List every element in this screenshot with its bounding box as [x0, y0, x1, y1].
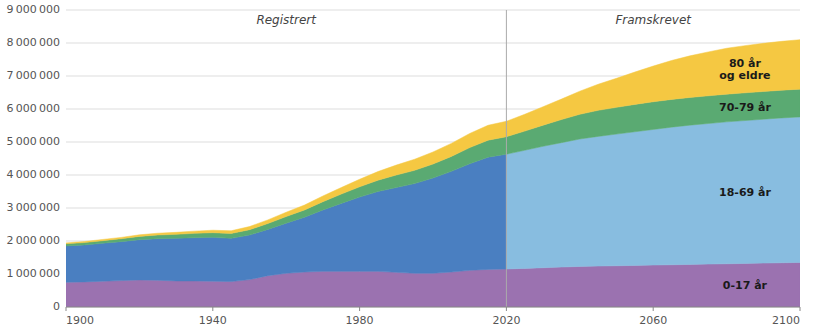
chart: 0 1 000 000 2 000 000 3 000 000 4 000 000 5 0… — [0, 0, 818, 335]
x-tick-label: 2020 — [492, 314, 520, 327]
x-tick-label: 2100 — [772, 314, 800, 327]
grid-line — [66, 307, 800, 308]
x-tick — [359, 307, 360, 311]
y-tick-label: 5 000 000 — [7, 135, 60, 148]
x-tick-label: 1980 — [346, 314, 374, 327]
grid-line — [66, 10, 800, 11]
series-label-line: 80 år — [729, 57, 762, 70]
x-axis-line — [66, 307, 800, 308]
y-tick-label: 9 000 000 — [7, 3, 60, 16]
series-label: 18-69 år — [719, 186, 771, 199]
y-tick-label: 8 000 000 — [7, 36, 60, 49]
series-label-line: 0-17 år — [723, 279, 768, 292]
section-title: Registrert — [256, 13, 317, 27]
series-label: 0-17 år — [723, 279, 768, 292]
x-tick — [800, 307, 801, 311]
section-title: Framskrevet — [615, 13, 692, 27]
area — [66, 121, 506, 244]
labels: Registrert Framskrevet 0-17 år 18-69 år 70-7… — [256, 13, 771, 292]
axes: 0 1 000 000 2 000 000 3 000 000 4 000 000 5 0… — [7, 3, 800, 327]
grid — [66, 10, 800, 307]
x-tick — [212, 307, 213, 311]
y-tick-label: 0 — [53, 300, 60, 313]
area — [506, 40, 800, 137]
series-label-line: 70-79 år — [719, 101, 771, 114]
y-tick-label: 2 000 000 — [7, 234, 60, 247]
x-tick — [653, 307, 654, 311]
series-label: 80 årog eldre — [719, 57, 770, 83]
grid-line — [66, 43, 800, 44]
y-tick-label: 1 000 000 — [7, 267, 60, 280]
x-tick — [506, 307, 507, 311]
divider — [506, 10, 507, 307]
x-tick — [66, 307, 67, 311]
y-tick-label: 6 000 000 — [7, 102, 60, 115]
y-tick-label: 7 000 000 — [7, 69, 60, 82]
area — [506, 262, 800, 307]
x-tick-label: 1900 — [66, 314, 94, 327]
y-tick-label: 4 000 000 — [7, 168, 60, 181]
x-tick-label: 2060 — [639, 314, 667, 327]
y-tick-label: 3 000 000 — [7, 201, 60, 214]
areas — [66, 40, 800, 307]
series-label: 70-79 år — [719, 101, 771, 114]
series-label-line: og eldre — [719, 69, 770, 82]
x-tick-label: 1940 — [199, 314, 227, 327]
series-label-line: 18-69 år — [719, 186, 771, 199]
